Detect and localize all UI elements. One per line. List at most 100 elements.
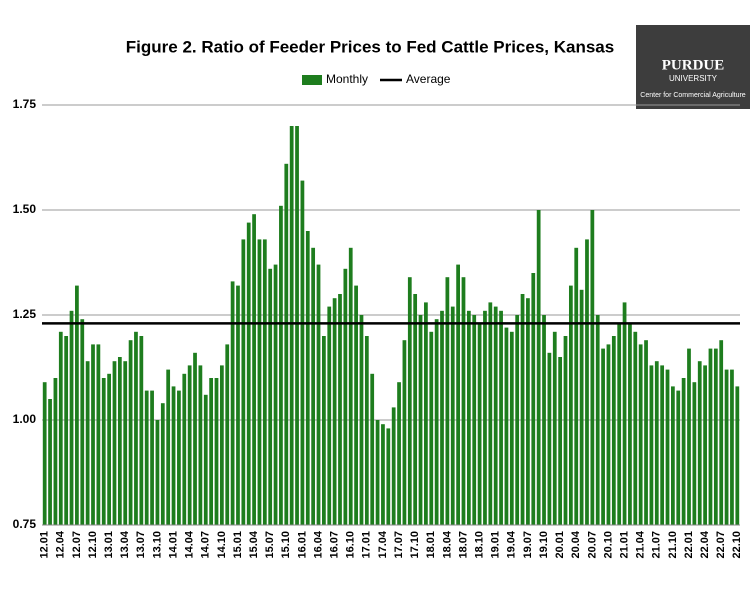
bar	[209, 378, 214, 525]
bar	[456, 264, 460, 525]
x-tick-label: 13.04	[119, 530, 131, 558]
y-tick-label: 1.00	[13, 412, 37, 426]
x-tick-label: 22.01	[683, 531, 695, 559]
y-tick-label: 1.75	[13, 97, 37, 111]
x-tick-label: 14.04	[184, 530, 196, 558]
bar	[311, 247, 316, 526]
bar	[273, 264, 278, 525]
bar	[91, 344, 95, 525]
bar	[182, 373, 187, 525]
x-tick-label: 12.10	[87, 531, 99, 559]
x-tick-label: 14.07	[200, 531, 212, 559]
x-tick-label: 19.01	[490, 531, 502, 559]
bar	[75, 285, 79, 525]
bar	[370, 373, 375, 525]
bar	[531, 273, 536, 525]
x-tick-label: 14.10	[216, 531, 228, 559]
bar	[348, 247, 353, 526]
bar	[177, 390, 181, 525]
bar	[703, 365, 707, 525]
bar	[434, 319, 439, 525]
bar	[568, 285, 573, 525]
bar	[649, 365, 654, 525]
x-tick-label: 15.01	[232, 531, 244, 559]
bar	[134, 331, 138, 525]
bar	[327, 306, 332, 525]
x-tick-label: 16.04	[312, 530, 324, 558]
x-tick-label: 22.07	[715, 531, 727, 559]
chart-title: Figure 2. Ratio of Feeder Prices to Fed …	[126, 37, 614, 56]
bar	[719, 340, 724, 525]
bar	[386, 428, 391, 525]
x-tick-label: 12.01	[39, 531, 51, 559]
bar	[574, 247, 579, 526]
bar	[268, 268, 273, 525]
bar	[364, 336, 369, 525]
y-tick-label: 1.50	[13, 202, 37, 216]
legend-label: Monthly	[326, 72, 368, 86]
bar	[526, 298, 530, 525]
bar	[644, 340, 648, 525]
bar	[687, 348, 691, 525]
x-tick-label: 16.01	[296, 531, 308, 559]
bar	[375, 420, 380, 525]
bar	[638, 344, 643, 525]
x-tick-label: 14.01	[167, 531, 179, 559]
x-tick-label: 17.10	[409, 531, 421, 559]
x-tick-label: 22.10	[731, 531, 743, 559]
x-tick-label: 12.07	[71, 531, 83, 559]
bar	[450, 306, 455, 525]
bar	[246, 222, 251, 525]
bar	[262, 239, 267, 525]
x-tick-label: 13.01	[103, 531, 115, 559]
bar	[558, 357, 563, 525]
bar	[252, 214, 256, 525]
x-tick-label: 16.10	[345, 531, 357, 559]
x-tick-label: 17.07	[393, 531, 405, 559]
bar	[515, 315, 520, 525]
bar	[622, 302, 627, 525]
bar	[359, 315, 364, 525]
bar	[64, 336, 69, 525]
logo-tagline: Center for Commercial Agriculture	[640, 92, 746, 99]
bar	[305, 231, 310, 525]
bar	[466, 310, 471, 525]
bar	[611, 336, 616, 525]
bar	[257, 239, 262, 525]
x-tick-label: 21.04	[635, 530, 647, 558]
bar	[665, 369, 670, 525]
bar	[80, 319, 85, 525]
bar	[552, 331, 557, 525]
bar	[542, 315, 546, 525]
bar	[445, 277, 450, 525]
x-tick-label: 20.04	[570, 530, 582, 558]
bar	[225, 344, 230, 525]
bar	[187, 365, 192, 525]
x-tick-label: 21.10	[667, 531, 679, 559]
bar	[397, 382, 401, 525]
bar	[461, 277, 466, 525]
bar	[595, 315, 600, 525]
bar	[144, 390, 149, 525]
bar	[654, 361, 659, 525]
x-tick-label: 15.10	[280, 531, 292, 559]
x-tick-label: 18.07	[457, 531, 469, 559]
x-tick-label: 18.10	[473, 531, 485, 559]
bar	[633, 331, 638, 525]
bar	[509, 331, 514, 525]
bar	[402, 340, 407, 525]
bar	[671, 386, 675, 525]
bar	[53, 378, 58, 525]
bar	[101, 378, 106, 525]
bar	[708, 348, 713, 525]
bar	[381, 424, 385, 525]
bar	[488, 302, 493, 525]
bar	[724, 369, 729, 525]
bar	[139, 336, 144, 525]
bar	[601, 348, 605, 525]
bar	[338, 294, 342, 525]
x-tick-label: 22.04	[699, 530, 711, 558]
x-tick-label: 19.10	[538, 531, 550, 559]
bar	[289, 126, 294, 525]
bar	[219, 365, 224, 525]
